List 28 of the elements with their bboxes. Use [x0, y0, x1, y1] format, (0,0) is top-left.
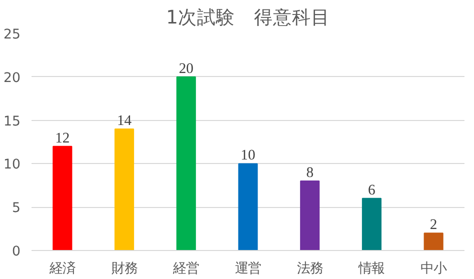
x-tick-label: 経営: [172, 262, 200, 276]
bar: [52, 146, 72, 250]
x-tick-label: 経済: [48, 260, 76, 276]
bar: [176, 76, 196, 250]
y-tick-label: 10: [4, 158, 21, 173]
data-label: 8: [306, 165, 314, 182]
bar: [300, 180, 320, 250]
y-tick-label: 5: [12, 201, 21, 216]
bar: [238, 163, 258, 250]
data-label: 12: [55, 130, 70, 146]
chart-title: 1次試験 得意科目: [166, 8, 330, 28]
data-label: 10: [240, 148, 256, 164]
x-tick-label: 中小: [420, 262, 447, 276]
x-tick-label: 情報: [358, 262, 385, 276]
data-label: 2: [430, 217, 438, 234]
y-tick-label: 20: [4, 70, 21, 86]
y-tick-label: 15: [4, 114, 21, 130]
bar: [424, 232, 444, 250]
bar: [362, 198, 382, 250]
data-label: 20: [178, 60, 194, 77]
bar: [114, 128, 134, 250]
x-tick-label: 法務: [296, 262, 323, 276]
y-tick-label: 0: [12, 244, 21, 260]
y-tick-label: 25: [4, 28, 21, 42]
data-label: 6: [368, 182, 376, 198]
data-label: 14: [116, 112, 132, 129]
x-tick-label: 財務: [111, 262, 138, 276]
x-tick-label: 運営: [235, 262, 261, 276]
